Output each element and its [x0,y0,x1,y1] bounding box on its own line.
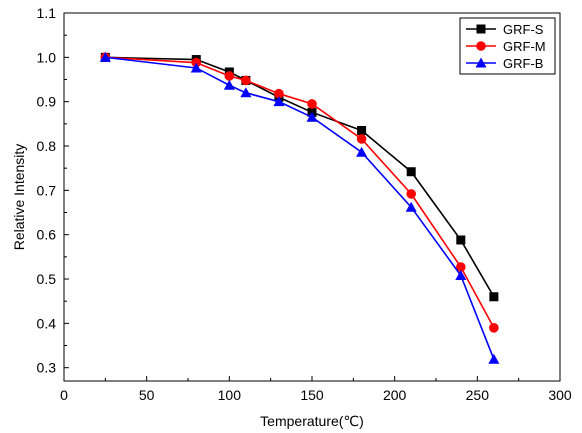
data-point [488,353,500,364]
data-point [273,96,285,107]
series-grf-m [100,52,499,333]
x-axis: 0 50 100 150 200 250 300 [60,376,572,403]
data-point [190,62,202,73]
x-tick-label: 150 [300,387,324,403]
data-point [307,99,317,109]
data-point [356,146,368,157]
data-point [489,292,499,302]
y-tick-label: 0.8 [37,138,57,154]
legend-marker [475,57,487,68]
data-point [405,201,417,212]
legend-marker [476,41,486,51]
series-line [105,56,495,360]
data-point [274,88,284,99]
y-tick-label: 1.0 [37,49,57,65]
series-line [105,56,495,329]
data-point [456,262,466,272]
y-tick-label: 0.5 [37,271,57,287]
y-tick-label: 0.6 [37,227,57,243]
data-point [456,235,466,245]
x-tick-label: 100 [218,387,242,403]
series-line [105,56,495,298]
y-tick-label: 0.7 [37,182,57,198]
legend-marker [476,24,486,34]
data-point [224,71,235,81]
y-tick-label: 0.4 [37,315,57,331]
data-point [406,189,417,199]
data-point [240,87,252,98]
legend-label: GRF-B [503,56,543,71]
y-axis: 0.3 0.4 0.5 0.6 0.7 0.8 0.9 1.0 1.1 [37,5,69,376]
x-tick-label: 50 [139,387,155,403]
y-tick-label: 0.9 [37,94,57,110]
data-point [406,167,416,177]
data-point [306,111,318,122]
x-tick-label: 250 [466,387,490,403]
data-point [241,75,251,86]
x-axis-title: Temperature(℃) [260,413,364,429]
x-tick-label: 200 [383,387,407,403]
legend-label: GRF-M [503,39,546,54]
data-point [455,269,467,280]
x-tick-label: 300 [548,387,572,403]
data-point [356,134,367,144]
data-point [357,125,367,135]
data-point [489,322,499,333]
data-point [223,79,235,90]
data-point [99,51,111,62]
legend: GRF-S GRF-M GRF-B [459,17,556,75]
y-tick-label: 0.3 [37,360,57,376]
y-axis-title: Relative Intensity [11,144,27,251]
series-layer [99,51,500,364]
y-tick-label: 1.1 [37,5,57,21]
legend-label: GRF-S [503,22,544,37]
series-grf-s [100,52,499,302]
series-grf-b [99,51,500,364]
x-tick-label: 0 [60,387,68,403]
